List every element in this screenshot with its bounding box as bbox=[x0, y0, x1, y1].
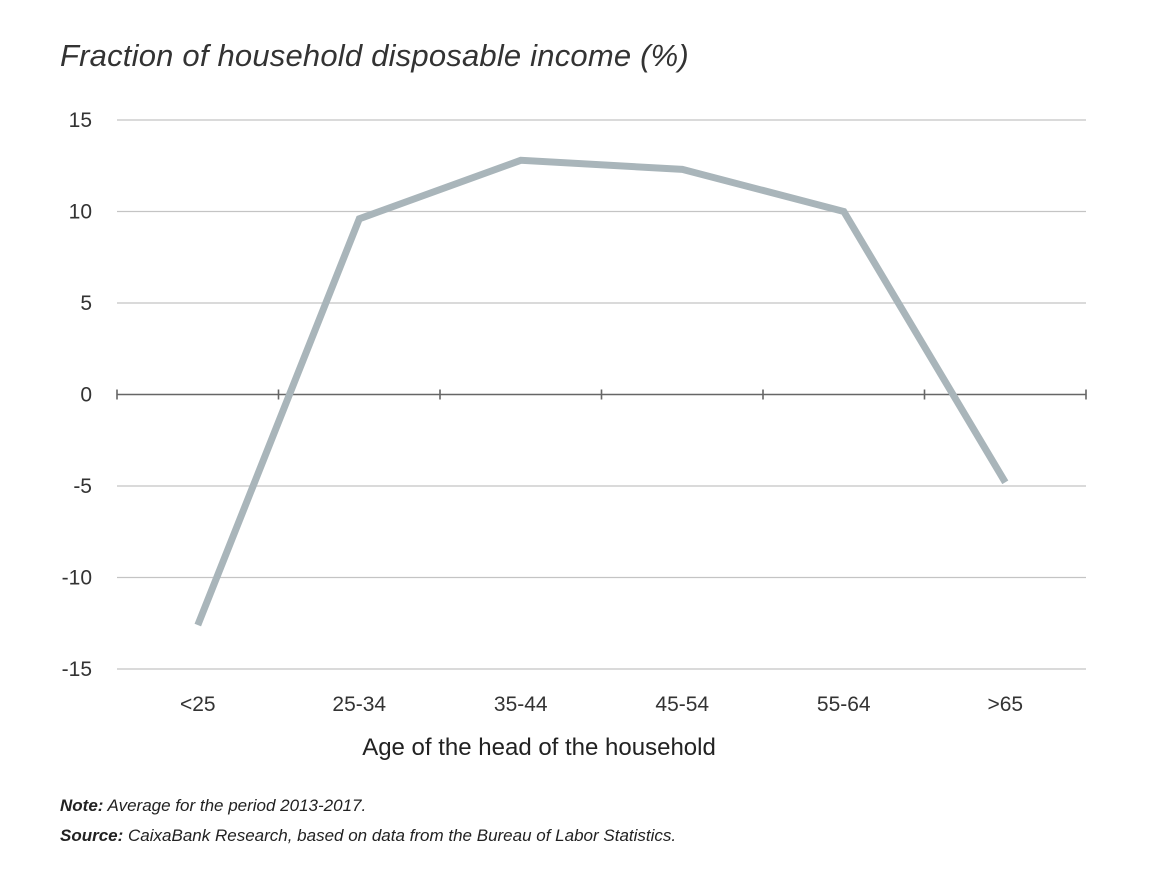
y-axis-tick-labels: 15 10 5 0 -5 -10 -15 bbox=[62, 109, 92, 681]
source-label: Source: bbox=[60, 826, 124, 845]
chart-title: Fraction of household disposable income … bbox=[60, 38, 689, 73]
series-line bbox=[194, 156, 1009, 627]
source: Source: CaixaBank Research, based on dat… bbox=[60, 826, 676, 846]
x-tick-label: 25-34 bbox=[332, 693, 386, 716]
note-text: Average for the period 2013-2017. bbox=[107, 796, 367, 815]
x-tick-label: 55-64 bbox=[817, 693, 871, 716]
x-tick-label: 35-44 bbox=[494, 693, 548, 716]
y-tick-label: 15 bbox=[69, 109, 92, 132]
data-series bbox=[194, 156, 1009, 627]
source-text: CaixaBank Research, based on data from t… bbox=[128, 826, 677, 845]
x-axis-tick-labels: <25 25-34 35-44 45-54 55-64 >65 bbox=[180, 693, 1023, 716]
x-axis-label: Age of the head of the household bbox=[362, 734, 716, 761]
note-label: Note: bbox=[60, 796, 104, 815]
note: Note: Average for the period 2013-2017. bbox=[60, 796, 366, 816]
y-tick-label: -10 bbox=[62, 567, 92, 590]
y-tick-label: -15 bbox=[62, 658, 92, 681]
x-tick-label: >65 bbox=[987, 693, 1023, 716]
y-tick-label: -5 bbox=[73, 475, 92, 498]
gridlines bbox=[117, 119, 1086, 670]
x-tick-label: <25 bbox=[180, 693, 216, 716]
x-tick-label: 45-54 bbox=[655, 693, 709, 716]
x-axis bbox=[116, 389, 1087, 400]
y-tick-label: 0 bbox=[80, 384, 92, 407]
y-tick-label: 5 bbox=[80, 292, 92, 315]
y-tick-label: 10 bbox=[69, 201, 92, 224]
